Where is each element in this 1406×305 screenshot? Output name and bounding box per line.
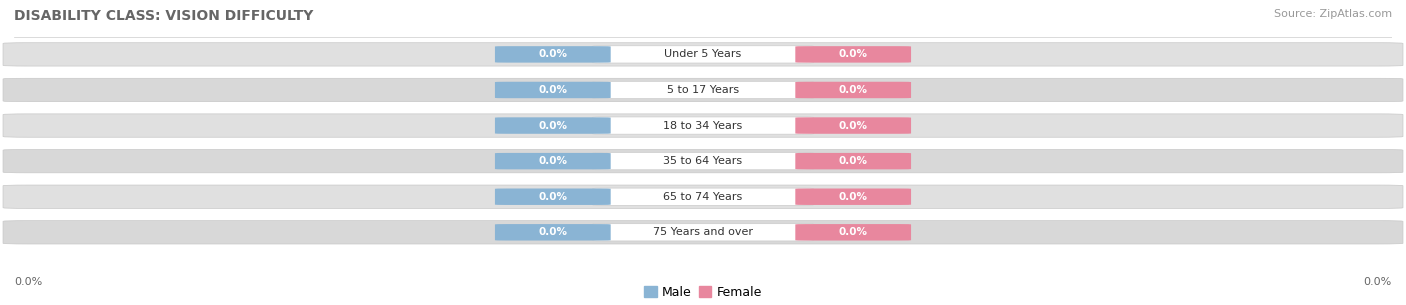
Text: 0.0%: 0.0%: [538, 49, 567, 59]
Text: 0.0%: 0.0%: [839, 49, 868, 59]
FancyBboxPatch shape: [796, 153, 911, 169]
FancyBboxPatch shape: [3, 221, 1403, 244]
FancyBboxPatch shape: [3, 149, 1403, 173]
Text: DISABILITY CLASS: VISION DIFFICULTY: DISABILITY CLASS: VISION DIFFICULTY: [14, 9, 314, 23]
Text: Source: ZipAtlas.com: Source: ZipAtlas.com: [1274, 9, 1392, 19]
Text: 0.0%: 0.0%: [839, 85, 868, 95]
FancyBboxPatch shape: [593, 81, 813, 99]
Text: Under 5 Years: Under 5 Years: [665, 49, 741, 59]
FancyBboxPatch shape: [495, 153, 610, 169]
FancyBboxPatch shape: [593, 117, 813, 134]
Text: 0.0%: 0.0%: [538, 156, 567, 166]
FancyBboxPatch shape: [3, 114, 1403, 137]
Text: 5 to 17 Years: 5 to 17 Years: [666, 85, 740, 95]
FancyBboxPatch shape: [3, 78, 1403, 102]
FancyBboxPatch shape: [796, 117, 911, 134]
FancyBboxPatch shape: [495, 117, 610, 134]
Text: 0.0%: 0.0%: [839, 156, 868, 166]
FancyBboxPatch shape: [3, 185, 1403, 208]
FancyBboxPatch shape: [495, 188, 610, 205]
Text: 0.0%: 0.0%: [14, 277, 42, 287]
FancyBboxPatch shape: [495, 224, 610, 241]
FancyBboxPatch shape: [495, 46, 610, 63]
FancyBboxPatch shape: [593, 46, 813, 63]
Text: 0.0%: 0.0%: [839, 227, 868, 237]
Text: 75 Years and over: 75 Years and over: [652, 227, 754, 237]
Text: 0.0%: 0.0%: [1364, 277, 1392, 287]
Text: 18 to 34 Years: 18 to 34 Years: [664, 120, 742, 131]
FancyBboxPatch shape: [796, 224, 911, 241]
Text: 0.0%: 0.0%: [839, 192, 868, 202]
Text: 0.0%: 0.0%: [538, 227, 567, 237]
Text: 0.0%: 0.0%: [839, 120, 868, 131]
Text: 65 to 74 Years: 65 to 74 Years: [664, 192, 742, 202]
FancyBboxPatch shape: [495, 82, 610, 98]
Text: 35 to 64 Years: 35 to 64 Years: [664, 156, 742, 166]
FancyBboxPatch shape: [593, 188, 813, 205]
Text: 0.0%: 0.0%: [538, 120, 567, 131]
Text: 0.0%: 0.0%: [538, 192, 567, 202]
Legend: Male, Female: Male, Female: [640, 281, 766, 304]
FancyBboxPatch shape: [796, 82, 911, 98]
FancyBboxPatch shape: [3, 43, 1403, 66]
Text: 0.0%: 0.0%: [538, 85, 567, 95]
FancyBboxPatch shape: [796, 46, 911, 63]
FancyBboxPatch shape: [796, 188, 911, 205]
FancyBboxPatch shape: [593, 152, 813, 170]
FancyBboxPatch shape: [593, 224, 813, 241]
